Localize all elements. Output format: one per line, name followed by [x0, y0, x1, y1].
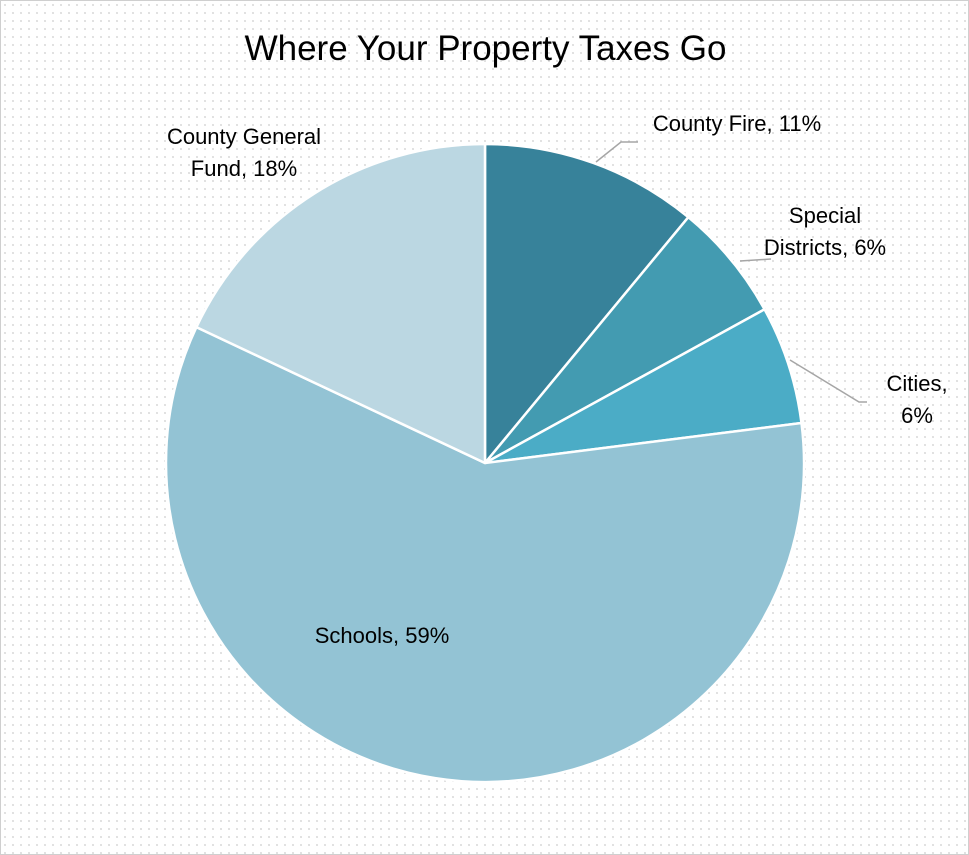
leader-line-special-districts: [739, 258, 772, 262]
pie-slice-county-general-fund: [195, 142, 487, 465]
pie-slice-schools: [164, 325, 806, 784]
data-label-county-fire: County Fire, 11%: [653, 111, 821, 136]
chart-title: Where Your Property Taxes Go: [244, 29, 727, 68]
leader-line-cities: [789, 359, 867, 403]
leader-line-county-fire: [595, 141, 638, 163]
pie-slice-county-fire: [483, 142, 690, 465]
pie-slice-cities: [483, 308, 803, 465]
pie-slices: [164, 142, 806, 784]
pie-slice-special-districts: [483, 215, 766, 465]
data-labels: County Fire, 11% Special Districts, 6% Citi…: [167, 111, 948, 648]
leader-lines: [595, 141, 867, 403]
data-label-special-districts: Special Districts, 6%: [764, 203, 886, 260]
data-label-county-general-fund: County General Fund, 18%: [167, 124, 321, 181]
data-label-cities: Cities, 6%: [886, 371, 947, 428]
data-label-schools: Schools, 59%: [315, 623, 450, 648]
